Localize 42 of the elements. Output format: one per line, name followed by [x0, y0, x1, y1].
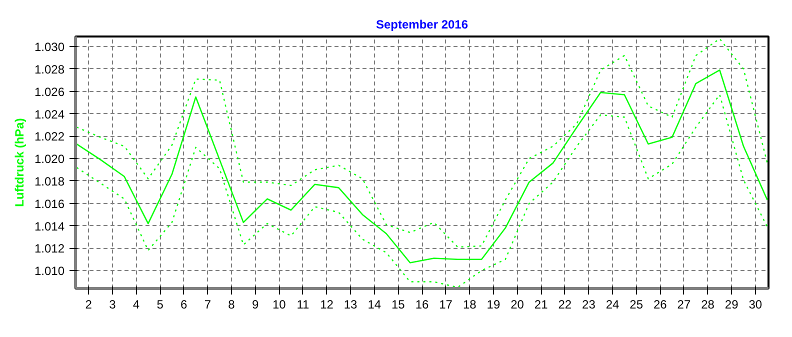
x-tick-label: 26 [653, 298, 668, 312]
x-tick-label: 3 [109, 298, 116, 312]
x-tick-label: 20 [510, 298, 524, 312]
x-tick-label: 10 [272, 298, 286, 312]
y-tick-label: 1.026 [34, 84, 65, 99]
x-tick-label: 17 [439, 298, 453, 312]
x-tick-label: 2 [85, 298, 92, 312]
y-tick-label: 1.012 [34, 242, 65, 256]
x-tick-label: 19 [486, 298, 500, 312]
x-tick-label: 16 [415, 298, 429, 312]
y-tick-label: 1.022 [34, 130, 65, 144]
x-tick-label: 27 [677, 298, 691, 312]
x-tick-label: 9 [252, 298, 259, 312]
y-tick-label: 1.024 [34, 107, 65, 122]
x-tick-label: 6 [180, 298, 188, 312]
x-tick-label: 13 [344, 298, 358, 312]
x-tick-label: 24 [606, 298, 620, 312]
x-tick-label: 18 [462, 298, 477, 312]
y-tick-label: 1.020 [34, 152, 65, 166]
x-tick-label: 7 [204, 298, 212, 312]
x-tick-label: 11 [296, 298, 310, 312]
y-tick-label: 1.028 [34, 62, 65, 76]
x-tick-label: 29 [724, 298, 739, 312]
x-tick-label: 30 [748, 298, 762, 312]
chart-title: September 2016 [376, 18, 468, 32]
x-tick-label: 4 [132, 298, 140, 312]
x-tick-label: 12 [320, 298, 334, 312]
y-tick-label: 1.016 [34, 196, 65, 211]
x-tick-label: 15 [392, 298, 406, 312]
x-tick-label: 14 [368, 298, 382, 312]
x-tick-label: 25 [630, 298, 644, 312]
y-tick-label: 1.018 [34, 174, 65, 188]
x-tick-label: 8 [228, 298, 236, 312]
x-tick-label: 28 [701, 298, 715, 312]
y-tick-label: 1.010 [34, 264, 65, 278]
y-tick-label: 1.014 [34, 219, 65, 234]
x-tick-label: 21 [534, 298, 548, 312]
x-tick-label: 22 [558, 298, 572, 312]
y-tick-label: 1.030 [34, 40, 65, 54]
y-axis-title: Luftdruck (hPa) [12, 118, 26, 207]
x-tick-label: 23 [582, 298, 596, 312]
x-tick-label: 5 [156, 298, 164, 312]
